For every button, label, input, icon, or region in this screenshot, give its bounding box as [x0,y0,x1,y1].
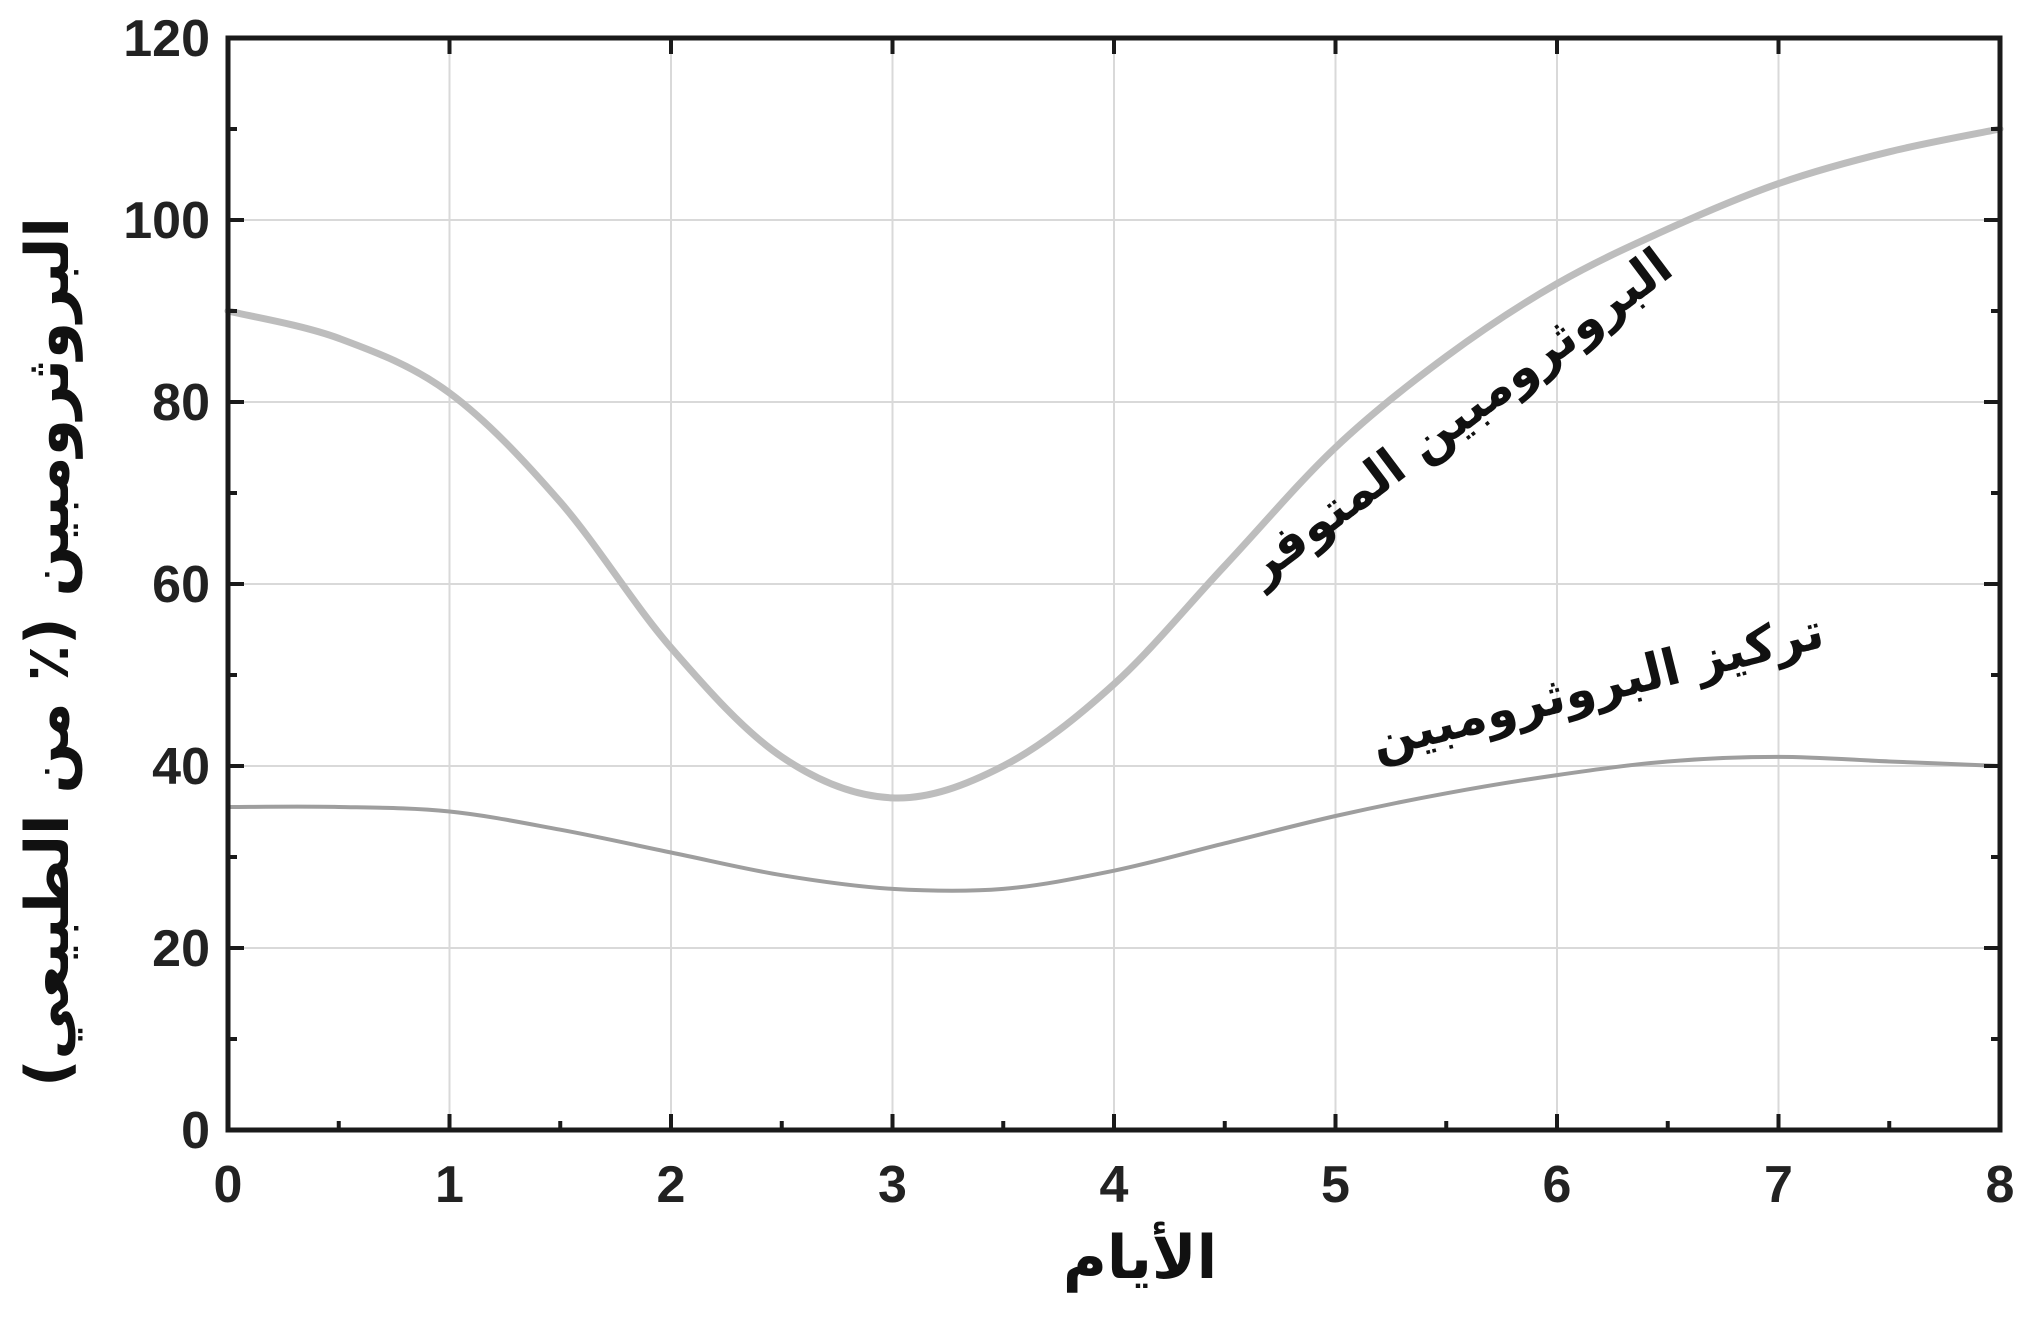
grid [228,38,2000,1130]
y-tick-label: 0 [181,1102,210,1160]
axis-ticks [226,36,2002,1132]
y-tick-label: 20 [152,920,210,978]
x-tick-label: 8 [1986,1156,2015,1214]
x-tick-label: 4 [1100,1156,1129,1214]
prothrombin-concentration-line [226,754,2002,893]
y-tick-label: 40 [152,738,210,796]
x-tick-label: 7 [1764,1156,1793,1214]
y-tick-label: 100 [123,192,210,250]
y-tick-label: 80 [152,374,210,432]
x-tick-label: 2 [657,1156,686,1214]
x-tick-label: 0 [214,1156,243,1214]
y-tick-label: 120 [123,10,210,68]
y-tick-label: 60 [152,556,210,614]
x-axis-tick-labels: 0 1 2 3 4 5 6 7 8 [214,1156,2015,1214]
available-prothrombin-line [224,125,2004,802]
x-axis-title: الأيام [1063,1221,1217,1293]
y-axis-title: البروثرومبين (٪ من الطبيعي) [13,217,83,1087]
x-tick-label: 3 [878,1156,907,1214]
available-prothrombin-label: البروثرومبين المتوفر [1231,236,1683,597]
y-axis-tick-labels: 0 20 40 60 80 100 120 [123,10,210,1160]
x-tick-label: 1 [435,1156,464,1214]
x-tick-label: 6 [1543,1156,1572,1214]
x-tick-label: 5 [1321,1156,1350,1214]
prothrombin-concentration-label: تركيز البروثرومبين [1365,602,1830,772]
series-lines [224,125,2004,893]
